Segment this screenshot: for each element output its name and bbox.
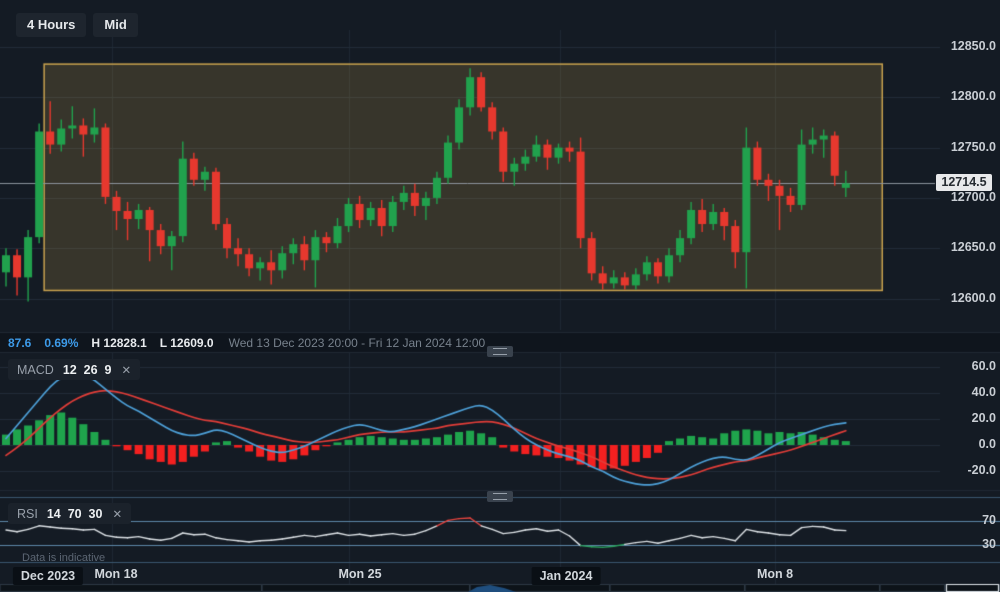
rsi-axis-tick: 30	[982, 537, 996, 551]
chart-toolbar: 4 Hours Mid	[16, 13, 138, 37]
macd-axis-tick: 20.0	[971, 411, 996, 425]
rsi-indicator-chip[interactable]: RSI 14 70 30 ✕	[8, 503, 132, 524]
close-icon[interactable]: ✕	[121, 364, 132, 377]
price-type-button[interactable]: Mid	[93, 13, 138, 37]
pane-resize-handle-macd[interactable]	[487, 346, 513, 357]
date-range: Wed 13 Dec 2023 20:00 - Fri 12 Jan 2024 …	[228, 335, 486, 350]
macd-label: MACD	[17, 362, 54, 377]
macd-axis-tick: -20.0	[967, 463, 997, 477]
macd-indicator-chip[interactable]: MACD 12 26 9 ✕	[8, 359, 141, 380]
price-axis-tick: 12750.0	[950, 139, 996, 154]
change-percent: 0.69%	[44, 335, 79, 350]
macd-axis-tick: 0.0	[978, 437, 996, 451]
price-axis-tick: 12650.0	[950, 240, 996, 255]
price-axis-tick: 12800.0	[950, 89, 996, 104]
timeline-navigator[interactable]	[0, 584, 1000, 592]
change-value: 87.6	[8, 335, 32, 350]
rsi-label: RSI	[17, 506, 38, 521]
macd-axis-tick: 60.0	[971, 359, 996, 373]
data-indicative-note: Data is indicative	[22, 552, 106, 564]
macd-axis-tick: 40.0	[971, 385, 996, 399]
last-price-tag: 12714.5	[936, 174, 992, 191]
low-value: L 12609.0	[159, 335, 214, 350]
close-icon[interactable]: ✕	[112, 508, 123, 521]
macd-params[interactable]: 12 26 9	[62, 362, 112, 377]
rsi-params[interactable]: 14 70 30	[46, 506, 103, 521]
grip-icon	[493, 493, 507, 500]
chart-info-bar: 87.6 0.69% H 12828.1 L 12609.0 Wed 13 De…	[0, 333, 1000, 352]
pane-resize-handle-rsi[interactable]	[487, 491, 513, 502]
price-axis-tick: 12600.0	[950, 290, 996, 305]
high-value: H 12828.1	[91, 335, 147, 350]
rsi-axis-tick: 70	[982, 513, 996, 527]
grip-icon	[493, 348, 507, 355]
price-axis-tick: 12850.0	[950, 39, 996, 53]
time-axis-label: Jan 2024	[531, 567, 601, 585]
time-axis-label: Dec 2023	[12, 567, 84, 585]
time-axis-label: Mon 18	[94, 567, 138, 581]
time-axis-label: Mon 8	[756, 567, 794, 581]
timeframe-button[interactable]: 4 Hours	[16, 13, 87, 37]
time-axis-label: Mon 25	[338, 567, 382, 581]
price-axis-tick: 12700.0	[950, 189, 996, 204]
